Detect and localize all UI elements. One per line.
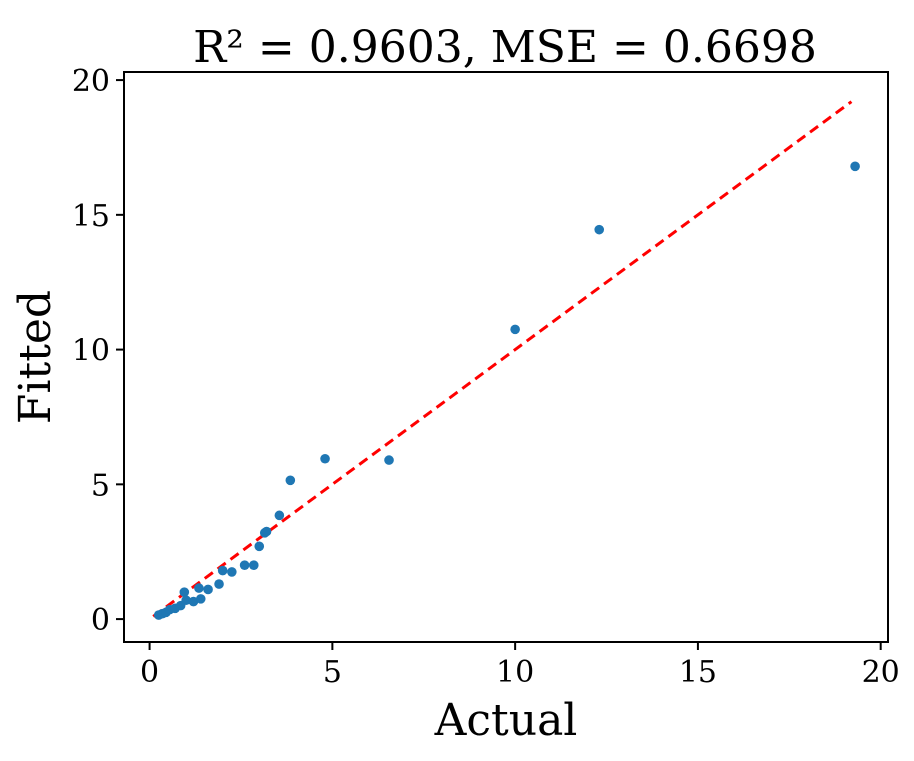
data-point	[510, 324, 520, 335]
y-axis-label: Fitted	[10, 290, 61, 424]
data-point	[285, 475, 296, 486]
y-tick-label: 10	[72, 334, 110, 369]
data-point	[384, 455, 394, 465]
data-point	[594, 224, 605, 235]
data-point	[194, 583, 204, 593]
data-point	[203, 584, 213, 595]
x-tick-label: 15	[679, 655, 717, 690]
y-tick-label: 5	[91, 468, 110, 503]
x-tick-label: 5	[323, 655, 342, 690]
data-point	[181, 595, 191, 606]
plot-frame	[123, 71, 889, 643]
data-point	[850, 161, 860, 172]
data-point	[227, 567, 237, 577]
data-point	[214, 579, 224, 589]
label-layer: Actual Fitted	[10, 290, 577, 746]
x-tick-label: 10	[496, 655, 534, 690]
data-point	[254, 541, 265, 552]
data-point	[261, 526, 272, 537]
plot-layer	[152, 100, 860, 620]
axes-layer	[123, 71, 889, 643]
title-layer: R² = 0.9603, MSE = 0.6698	[193, 22, 817, 73]
tick-layer: 0 5 10 15 20 0 5 10 15 20	[72, 64, 900, 690]
reference-line	[152, 100, 853, 618]
data-point	[274, 510, 285, 521]
data-point	[188, 596, 199, 607]
x-tick-label: 0	[140, 655, 159, 690]
chart-title: R² = 0.9603, MSE = 0.6698	[193, 22, 817, 73]
x-axis-label: Actual	[434, 695, 578, 746]
data-point	[217, 565, 228, 576]
data-point	[248, 560, 259, 570]
data-point	[239, 560, 250, 570]
data-point	[179, 587, 190, 597]
y-tick-label: 0	[91, 603, 110, 638]
x-tick-label: 20	[862, 655, 900, 690]
data-point	[320, 453, 330, 464]
data-point	[195, 594, 206, 604]
y-tick-label: 20	[72, 64, 110, 99]
y-tick-label: 15	[72, 199, 110, 234]
